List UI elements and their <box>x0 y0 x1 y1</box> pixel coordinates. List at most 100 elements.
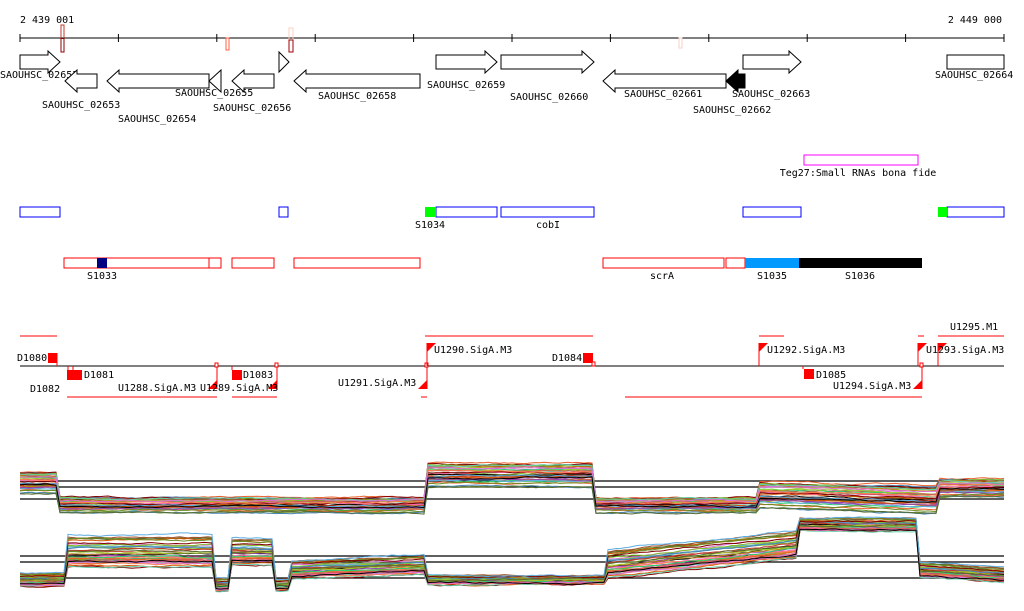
gene-arrow[interactable] <box>19 49 61 75</box>
gene-label[interactable]: SAOUHSC_02654 <box>118 114 196 125</box>
expression-trace <box>19 524 1005 589</box>
peak-marker[interactable] <box>678 37 683 49</box>
feature-box[interactable] <box>232 370 242 380</box>
feature-label[interactable]: U1292.SigA.M3 <box>767 345 845 356</box>
feature-label[interactable]: D1085 <box>816 370 846 381</box>
gene-arrow[interactable] <box>500 49 595 75</box>
expression-trace <box>19 466 1004 503</box>
gene-arrow[interactable] <box>208 68 222 94</box>
feature-label[interactable]: D1083 <box>243 370 273 381</box>
transcript-segment[interactable] <box>435 206 498 218</box>
transcript-segment[interactable] <box>63 257 210 269</box>
promoter-flag[interactable] <box>208 380 217 389</box>
gene-arrow[interactable] <box>742 49 802 75</box>
gene-label[interactable]: SAOUHSC_02656 <box>213 103 291 114</box>
srna-label: Teg27:Small RNAs bona fide <box>780 168 937 179</box>
transcript-segment[interactable] <box>602 257 725 269</box>
peak-marker-lower <box>60 38 65 53</box>
feature-label[interactable]: D1084 <box>552 353 582 364</box>
expression-trace <box>19 516 1005 581</box>
gene-arrow[interactable] <box>64 68 98 94</box>
transcript-segment[interactable] <box>946 206 1005 218</box>
segment-start-marker <box>938 207 947 217</box>
feature-label[interactable]: U1294.SigA.M3 <box>833 381 911 392</box>
promoter-flag[interactable] <box>938 343 947 352</box>
feature-label[interactable]: U1293.SigA.M3 <box>926 345 1004 356</box>
expression-trace <box>20 524 1004 586</box>
feature-label[interactable]: U1288.SigA.M3 <box>118 383 196 394</box>
gene-arrow[interactable] <box>946 54 1005 70</box>
gene-label[interactable]: SAOUHSC_02653 <box>42 100 120 111</box>
gene-arrow[interactable] <box>293 68 421 94</box>
segment-label: S1036 <box>845 271 875 282</box>
gene-arrow[interactable] <box>435 49 498 75</box>
transcript-segment[interactable] <box>19 206 61 218</box>
feature-label[interactable]: D1082 <box>30 384 60 395</box>
feature-box[interactable] <box>67 370 82 380</box>
transcript-segment[interactable] <box>293 257 421 269</box>
srna-box[interactable] <box>803 154 919 166</box>
gene-label[interactable]: SAOUHSC_02664 <box>935 70 1013 81</box>
promoter-flag[interactable] <box>418 380 427 389</box>
gene-label[interactable]: SAOUHSC_02663 <box>732 89 810 100</box>
segment-label: scrA <box>650 271 674 282</box>
feature-label[interactable]: U1289.SigA.M3 <box>200 383 278 394</box>
expression-trace <box>19 481 1005 513</box>
gene-label[interactable]: SAOUHSC_02661 <box>624 89 702 100</box>
feature-anchor <box>274 362 279 368</box>
promoter-flag[interactable] <box>913 380 922 389</box>
segment-label: S1035 <box>757 271 787 282</box>
promoter-flag[interactable] <box>268 380 277 389</box>
gene-arrow[interactable] <box>602 68 727 94</box>
gene-label[interactable]: SAOUHSC_02659 <box>427 80 505 91</box>
segment-S1035[interactable] <box>745 258 799 268</box>
expression-trace <box>19 471 1005 506</box>
gene-arrow[interactable] <box>231 68 275 94</box>
segment-start-marker <box>425 207 436 217</box>
peak-marker-lower <box>288 39 294 53</box>
transcript-segment[interactable] <box>278 206 289 218</box>
axis-end-label: 2 449 000 <box>948 15 1002 26</box>
expression-trace <box>19 463 1004 502</box>
expression-trace <box>19 478 1005 511</box>
feature-label[interactable]: U1291.SigA.M3 <box>338 378 416 389</box>
expression-trace <box>19 528 1005 591</box>
feature-box[interactable] <box>804 369 814 379</box>
promoter-flag[interactable] <box>759 343 768 352</box>
feature-label[interactable]: D1081 <box>84 370 114 381</box>
transcript-segment[interactable] <box>725 257 746 269</box>
promoter-flag[interactable] <box>918 343 927 352</box>
transcript-segment[interactable] <box>208 257 222 269</box>
gene-label[interactable]: SAOUHSC_02658 <box>318 91 396 102</box>
feature-label[interactable]: U1290.SigA.M3 <box>434 345 512 356</box>
gene-label[interactable]: SAOUHSC_02652 <box>0 70 78 81</box>
feature-anchor <box>214 362 219 368</box>
expression-trace <box>19 485 1005 515</box>
transcript-segment[interactable] <box>742 206 802 218</box>
gene-label[interactable]: SAOUHSC_02655 <box>175 88 253 99</box>
promoter-flag[interactable] <box>427 343 436 352</box>
expression-trace <box>19 521 1005 585</box>
feature-label[interactable]: D1080 <box>17 353 47 364</box>
feature-anchor <box>591 361 596 367</box>
feature-box[interactable] <box>48 353 57 363</box>
segment-S1033 <box>97 258 107 268</box>
gene-arrow[interactable] <box>725 68 746 94</box>
expression-trace <box>19 476 1005 509</box>
segment-S1036[interactable] <box>799 258 922 268</box>
gene-label[interactable]: SAOUHSC_02662 <box>693 105 771 116</box>
feature-label[interactable]: U1295.M1 <box>950 322 998 333</box>
expression-trace <box>19 528 1004 590</box>
transcript-segment[interactable] <box>231 257 275 269</box>
gene-label[interactable]: SAOUHSC_02660 <box>510 92 588 103</box>
transcript-segment[interactable] <box>500 206 595 218</box>
segment-label: S1034 <box>415 220 445 231</box>
peak-marker[interactable] <box>225 37 230 51</box>
axis-start-label: 2 439 001 <box>20 15 74 26</box>
gene-arrow[interactable] <box>106 68 210 94</box>
gene-arrow[interactable] <box>278 50 290 74</box>
segment-label: S1033 <box>87 271 117 282</box>
expression-trace <box>19 474 1005 508</box>
feature-box[interactable] <box>583 353 593 363</box>
